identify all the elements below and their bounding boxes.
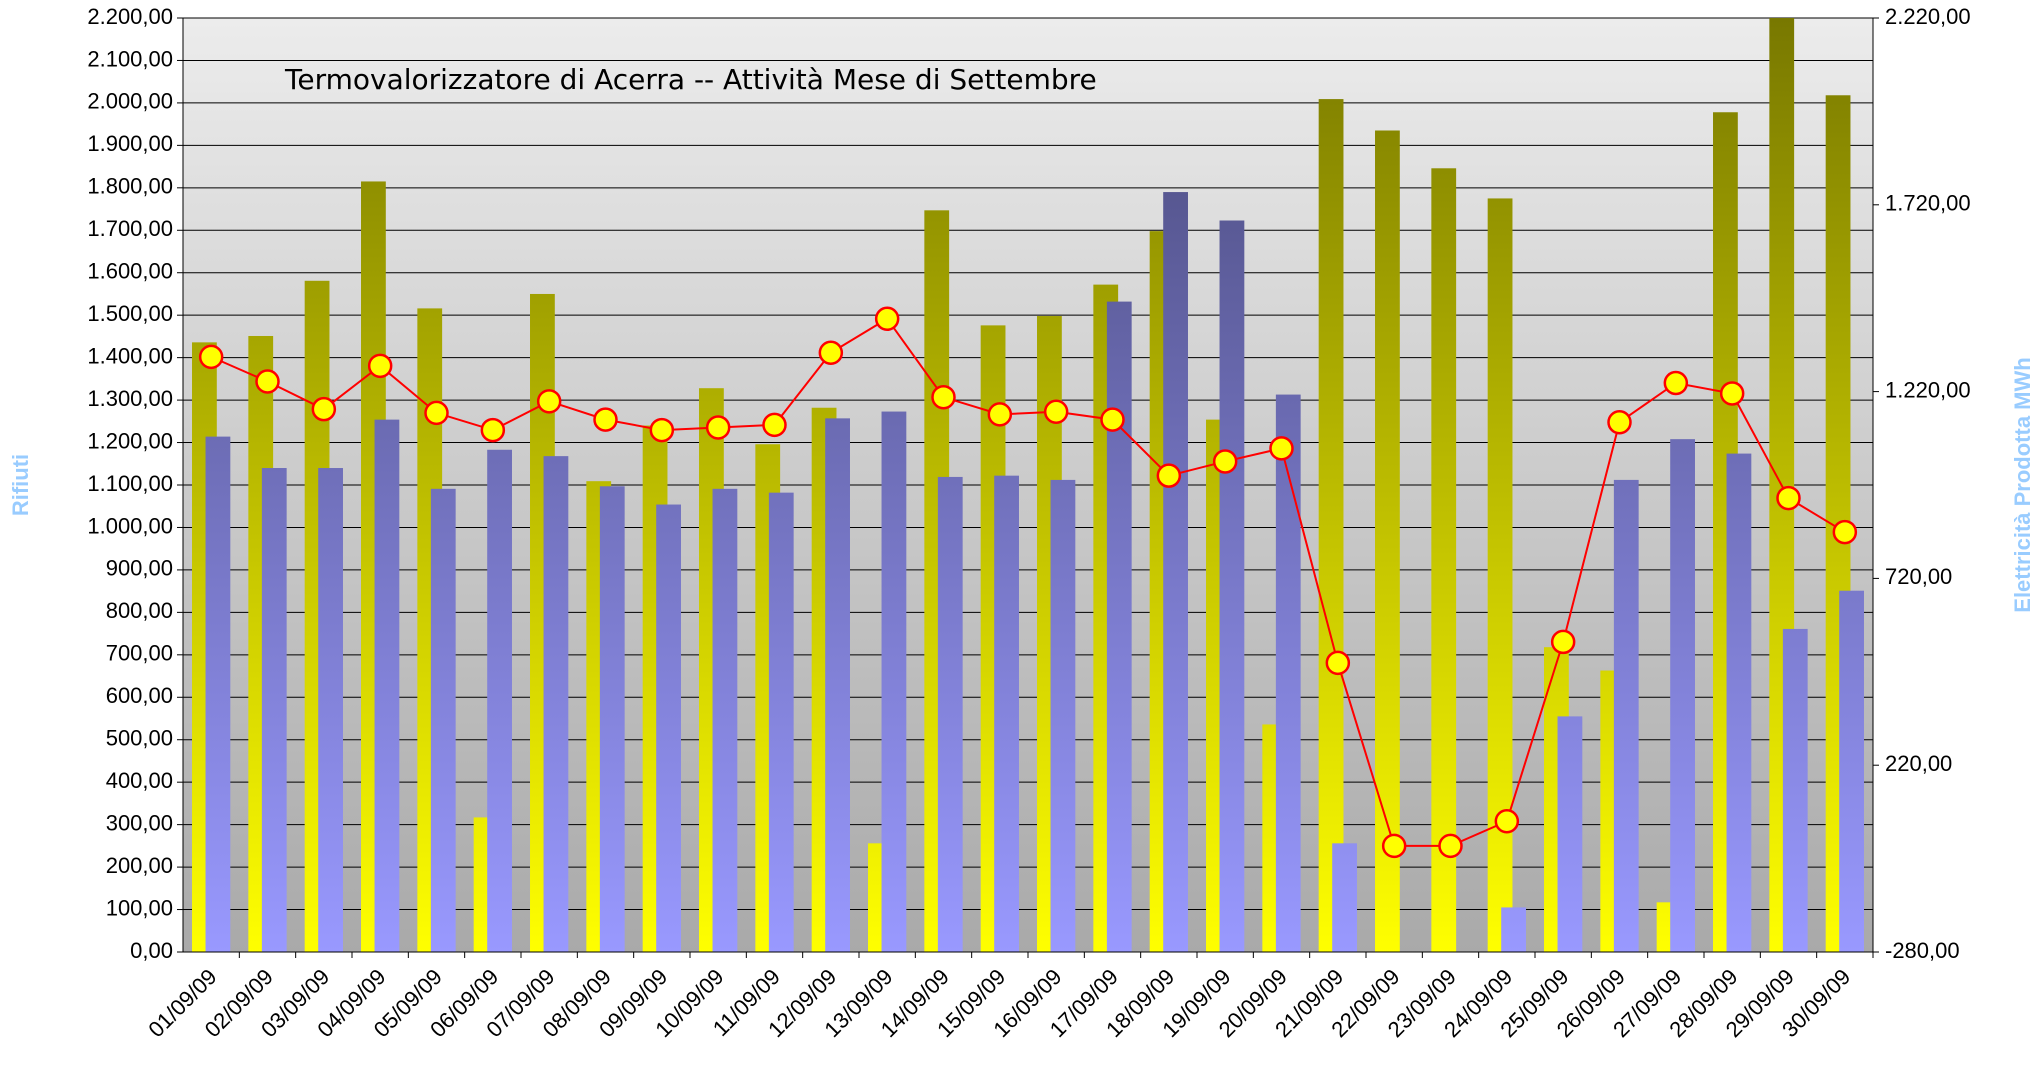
y2-tick-label: 1.720,00 — [1885, 191, 1971, 216]
line-marker — [367, 353, 393, 379]
line-marker — [1832, 519, 1858, 545]
y-tick-label: 1.400,00 — [87, 343, 173, 368]
bar — [599, 486, 625, 952]
line-marker — [931, 384, 956, 410]
bar — [825, 418, 850, 952]
line-marker — [1212, 449, 1238, 474]
y2-tick-label: 220,00 — [1885, 751, 1952, 776]
y-tick-label: 200,00 — [106, 853, 173, 878]
bar — [1557, 716, 1583, 952]
y-tick-label: 2.000,00 — [87, 89, 173, 114]
y-tick-label: 0,00 — [130, 938, 173, 963]
bar — [1163, 192, 1188, 953]
bar — [994, 475, 1019, 952]
bar — [1501, 907, 1526, 952]
bar — [1318, 99, 1344, 952]
line-marker — [1438, 833, 1463, 859]
bar — [1670, 439, 1695, 953]
bar — [261, 468, 287, 952]
bar — [1613, 479, 1639, 952]
bar — [656, 504, 681, 952]
line-marker — [255, 369, 280, 394]
bar — [1839, 590, 1864, 952]
y-tick-label: 1.500,00 — [87, 301, 173, 326]
line-marker — [1776, 485, 1801, 511]
y-tick-label: 1.900,00 — [87, 131, 173, 156]
y-tick-label: 600,00 — [106, 683, 173, 708]
line-marker — [311, 396, 337, 422]
y-tick-label: 900,00 — [106, 556, 173, 581]
chart-title: Termovalorizzatore di Acerra -- Attività… — [284, 63, 1097, 96]
line-marker — [987, 402, 1013, 427]
y-tick-label: 1.300,00 — [87, 386, 173, 411]
line-marker — [536, 389, 562, 414]
line-marker — [1269, 436, 1294, 461]
line-marker — [1550, 629, 1576, 655]
bar — [768, 492, 794, 952]
line-marker — [424, 400, 449, 426]
bar — [543, 456, 569, 952]
bar — [881, 411, 907, 952]
line-marker — [1381, 833, 1407, 859]
line-marker — [593, 407, 618, 432]
bar — [1106, 301, 1132, 952]
line-marker — [1663, 370, 1689, 396]
y-tick-label: 700,00 — [106, 641, 173, 666]
y-tick-label: 1.600,00 — [87, 259, 173, 284]
bar — [487, 449, 512, 952]
bar — [1726, 453, 1752, 952]
y-tick-label: 1.000,00 — [87, 513, 173, 538]
line-marker — [1100, 407, 1125, 432]
line-marker — [1043, 399, 1069, 425]
line-marker — [198, 344, 224, 370]
y2-axis-title: Elettricità Prodotta MWh — [2010, 357, 2035, 612]
y-tick-label: 1.100,00 — [87, 471, 173, 496]
bar — [205, 436, 231, 952]
bar — [712, 488, 738, 952]
bar — [1050, 479, 1076, 952]
y2-tick-label: -280,00 — [1885, 938, 1960, 963]
bar — [318, 468, 343, 952]
y2-tick-label: 720,00 — [1885, 564, 1952, 589]
line-marker — [1325, 650, 1351, 676]
line-marker — [1156, 463, 1182, 488]
bar — [1275, 394, 1301, 953]
y-tick-label: 2.200,00 — [87, 4, 173, 29]
line-marker — [1607, 409, 1632, 435]
y-tick-label: 400,00 — [106, 768, 173, 793]
y-tick-label: 1.700,00 — [87, 216, 173, 241]
y-tick-label: 300,00 — [106, 810, 173, 835]
y-tick-label: 100,00 — [106, 895, 173, 920]
bar — [1782, 628, 1808, 952]
line-marker — [480, 417, 506, 443]
y-tick-label: 1.800,00 — [87, 174, 173, 199]
line-marker — [1494, 808, 1520, 834]
bar — [1332, 843, 1357, 952]
bar — [374, 419, 400, 952]
bar — [1487, 198, 1513, 952]
bar — [1219, 220, 1245, 952]
y-tick-label: 500,00 — [106, 726, 173, 751]
y2-tick-label: 1.220,00 — [1885, 377, 1971, 402]
y-tick-label: 2.100,00 — [87, 46, 173, 71]
bar — [937, 476, 963, 952]
bar — [1431, 168, 1457, 953]
bar — [430, 488, 456, 952]
line-marker — [874, 306, 900, 331]
y-axis-title: Rifiuti — [8, 454, 33, 516]
line-marker — [1719, 381, 1745, 406]
line-marker — [649, 417, 675, 443]
y2-tick-label: 2.220,00 — [1885, 4, 1971, 29]
line-marker — [762, 412, 787, 438]
y-tick-label: 800,00 — [106, 598, 173, 623]
line-marker — [818, 340, 844, 365]
line-marker — [705, 415, 731, 440]
bar — [1375, 130, 1400, 953]
y-tick-label: 1.200,00 — [87, 428, 173, 453]
